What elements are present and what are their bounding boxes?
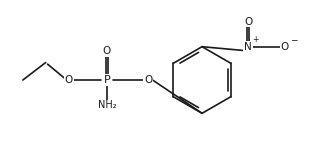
Text: N: N — [244, 42, 252, 52]
Text: O: O — [103, 46, 111, 56]
Text: O: O — [244, 17, 252, 27]
Text: P: P — [104, 75, 110, 85]
Text: O: O — [280, 42, 289, 52]
Text: O: O — [65, 75, 73, 85]
Text: −: − — [290, 35, 297, 44]
Text: NH₂: NH₂ — [98, 100, 116, 110]
Text: +: + — [252, 35, 258, 44]
Text: O: O — [144, 75, 152, 85]
